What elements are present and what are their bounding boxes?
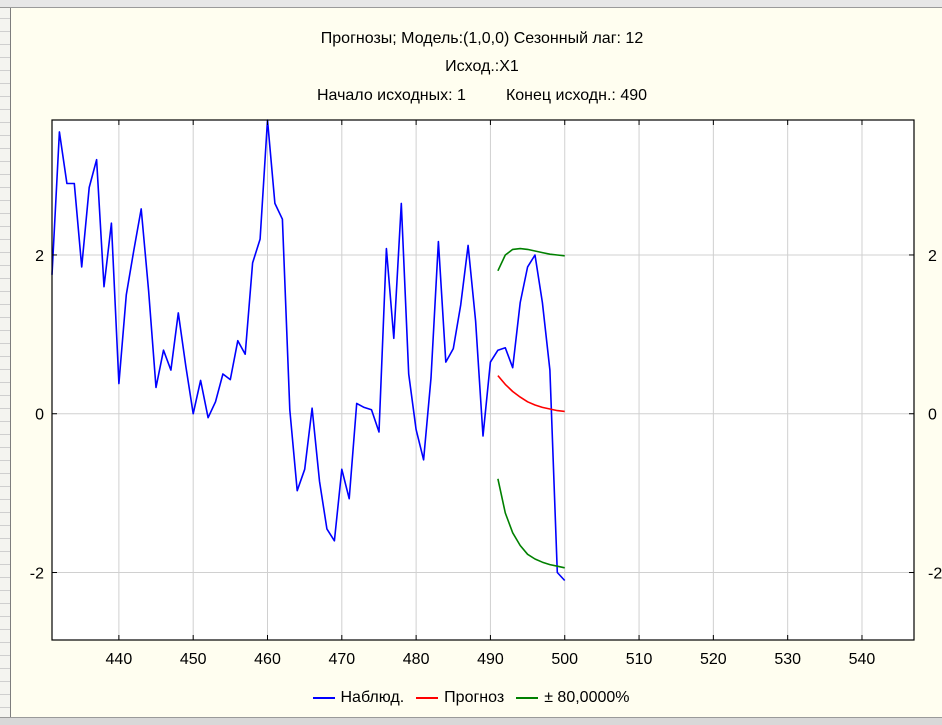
range-start-label: Начало исходных: 1 [316,87,466,104]
legend-item-2: ± 80,0000% [516,689,630,707]
legend-swatch-0 [312,697,335,699]
chart-title-line-1: Прогнозы; Модель:(1,0,0) Сезонный лаг: 1… [320,30,644,47]
x-tick-label-470: 470 [328,651,355,668]
chart-legend: Наблюд. Прогноз ± 80,0000% [0,686,942,707]
x-tick-label-530: 530 [774,651,801,668]
y-tick-label-right--2: -2 [928,566,942,583]
legend-label-2: ± 80,0000% [544,689,630,706]
series-line-1 [497,375,565,413]
y-tick-label-right-2: 2 [928,248,937,265]
legend-label-0: Наблюд. [340,689,405,706]
window-bottom-edge [0,717,942,725]
legend-label-1: Прогноз [444,689,505,706]
range-end-label: Конец исходн.: 490 [505,87,648,104]
chart-title-line-2: Исход.:X1 [445,58,519,75]
series-line-0 [51,119,566,582]
x-tick-label-520: 520 [700,651,727,668]
legend-item-0: Наблюд. [312,689,405,707]
window-left-edge [0,0,11,724]
series-line-2 [497,247,565,272]
x-tick-label-490: 490 [477,651,504,668]
y-tick-label-left-2: 2 [35,248,44,265]
plot-background [52,120,914,640]
x-tick-label-440: 440 [106,651,133,668]
x-tick-label-450: 450 [180,651,207,668]
chart-title-line-3: Начало исходных: 1 Конец исходн.: 490 [12,87,942,105]
x-tick-label-480: 480 [403,651,430,668]
series-line-3 [497,478,565,569]
x-tick-label-540: 540 [849,651,876,668]
x-tick-label-510: 510 [626,651,653,668]
legend-swatch-1 [416,697,439,699]
plot-frame [51,119,915,641]
legend-swatch-2 [516,697,539,699]
y-tick-label-left-0: 0 [35,407,44,424]
y-tick-label-left--2: -2 [30,566,44,583]
legend-item-1: Прогноз [416,689,504,707]
window-top-edge [0,0,942,8]
x-tick-label-460: 460 [254,651,281,668]
y-tick-label-right-0: 0 [928,407,937,424]
x-tick-label-500: 500 [551,651,578,668]
